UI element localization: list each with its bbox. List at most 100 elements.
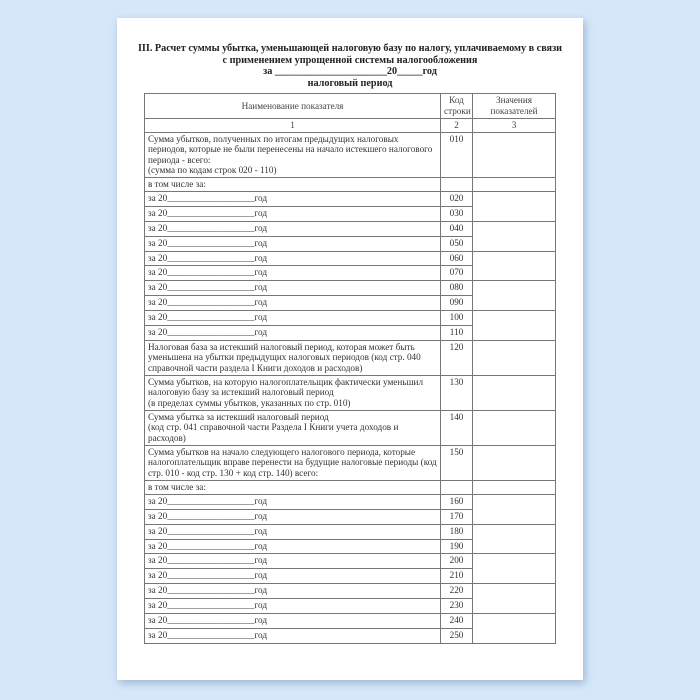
year-value-input[interactable] — [472, 220, 556, 252]
row-value-input[interactable] — [472, 374, 556, 411]
year-label: за 20___________________год — [144, 627, 441, 644]
year-row: за 20___________________год 250 — [144, 627, 556, 644]
including-label: в том числе за: — [144, 479, 441, 495]
year-label: за 20___________________год — [144, 310, 441, 326]
year-code: 030 — [440, 205, 473, 222]
year-label: за 20___________________год — [144, 250, 441, 267]
year-code: 080 — [440, 280, 473, 297]
year-row: за 20___________________год 180 — [144, 523, 556, 555]
header-name: Наименование показателя — [144, 93, 441, 119]
row-value-input[interactable] — [472, 339, 556, 376]
year-value-input[interactable] — [472, 493, 556, 525]
including-label: в том числе за: — [144, 176, 441, 192]
row-value-input[interactable] — [472, 409, 556, 446]
row-label-text: Сумма убытков на начало следующего налог… — [148, 446, 437, 479]
year-value-input[interactable] — [472, 280, 556, 312]
year-code: 190 — [440, 538, 473, 555]
year-label: за 20___________________год — [144, 553, 441, 570]
row-label: Сумма убытков, на которую налогоплательщ… — [144, 374, 441, 411]
year-label: за 20___________________год — [144, 265, 441, 282]
year-label: за 20___________________год — [144, 190, 441, 207]
row-label-note: (код стр. 041 справочной части Раздела I… — [148, 422, 399, 444]
year-label: за 20___________________год — [144, 538, 441, 555]
row-label: Налоговая база за истекший налоговый пер… — [144, 339, 441, 376]
year-row: за 20___________________год 040 — [144, 220, 556, 252]
year-row: за 20___________________год 220 — [144, 583, 556, 614]
row-label: Сумма убытков на начало следующего налог… — [144, 444, 441, 481]
year-label: за 20___________________год — [144, 613, 441, 629]
year-code: 040 — [440, 220, 473, 237]
table-row: Сумма убытков на начало следующего налог… — [144, 444, 556, 481]
year-code: 200 — [440, 553, 473, 570]
year-value-input[interactable] — [472, 523, 556, 555]
year-label: за 20___________________год — [144, 205, 441, 222]
year-code: 180 — [440, 523, 473, 540]
year-row: за 20___________________год 020 — [144, 190, 556, 222]
year-code: 060 — [440, 250, 473, 267]
year-row: за 20___________________год 060 — [144, 250, 556, 282]
title-line-1: III. Расчет суммы убытка, уменьшающей на… — [137, 43, 563, 54]
year-row: за 20___________________год 170 — [144, 508, 556, 525]
year-code: 070 — [440, 265, 473, 282]
table-row: Сумма убытка за истекший налоговый перио… — [144, 409, 556, 446]
title-period-caption: налоговый период — [307, 77, 393, 89]
year-code: 090 — [440, 295, 473, 312]
header-value: Значения показателей — [472, 93, 556, 119]
year-value-input[interactable] — [472, 583, 556, 614]
year-value-input[interactable] — [472, 613, 556, 644]
year-row: за 20___________________год 200 — [144, 553, 556, 585]
header-code: Код строки — [440, 93, 473, 119]
year-label: за 20___________________год — [144, 295, 441, 312]
year-label: за 20___________________год — [144, 280, 441, 297]
including-row: в том числе за: — [144, 479, 556, 495]
year-code: 210 — [440, 568, 473, 585]
row-label: Сумма убытков, полученных по итогам пред… — [144, 131, 441, 178]
row-value-input[interactable] — [472, 131, 556, 178]
year-row: за 20___________________год 100 — [144, 310, 556, 341]
year-label: за 20___________________год — [144, 508, 441, 525]
year-value-input[interactable] — [472, 190, 556, 222]
section-title: III. Расчет суммы убытка, уменьшающей на… — [117, 43, 583, 89]
year-row: за 20___________________год 240 — [144, 613, 556, 644]
loss-calculation-table: Наименование показателя Код строки Значе… — [144, 93, 556, 644]
year-row: за 20___________________год 160 — [144, 493, 556, 525]
year-code: 240 — [440, 613, 473, 629]
year-row: за 20___________________год 090 — [144, 295, 556, 312]
including-value-input[interactable] — [472, 479, 556, 495]
year-label: за 20___________________год — [144, 598, 441, 614]
year-value-input[interactable] — [472, 250, 556, 282]
row-label-text: Сумма убытков, полученных по итогам пред… — [148, 133, 433, 165]
year-label: за 20___________________год — [144, 220, 441, 237]
column-number-3: 3 — [472, 118, 556, 133]
year-code: 160 — [440, 493, 473, 510]
row-value-input[interactable] — [472, 444, 556, 481]
year-label: за 20___________________год — [144, 583, 441, 600]
year-value-input[interactable] — [472, 310, 556, 341]
row-code: 120 — [440, 339, 473, 376]
row-label-note: (сумма по кодам строк 020 - 110) — [148, 165, 277, 176]
row-code: 150 — [440, 444, 473, 481]
row-label: Сумма убытка за истекший налоговый перио… — [144, 409, 441, 446]
row-code: 130 — [440, 374, 473, 411]
year-code: 230 — [440, 598, 473, 614]
title-period-line: за ______________________20_____год — [263, 66, 437, 77]
table-row: Сумма убытков, полученных по итогам пред… — [144, 131, 556, 178]
title-line-2: с применением упрощенной системы налогоо… — [222, 54, 478, 66]
including-code — [440, 479, 473, 495]
year-value-input[interactable] — [472, 553, 556, 585]
document-page: III. Расчет суммы убытка, уменьшающей на… — [117, 18, 583, 680]
year-row: за 20___________________год 050 — [144, 235, 556, 252]
row-label-text: Сумма убытков, на которую налогоплательщ… — [148, 376, 424, 398]
year-code: 100 — [440, 310, 473, 326]
year-label: за 20___________________год — [144, 568, 441, 585]
year-label: за 20___________________год — [144, 235, 441, 252]
year-code: 020 — [440, 190, 473, 207]
year-label: за 20___________________год — [144, 324, 441, 341]
year-code: 250 — [440, 627, 473, 644]
row-label-text: Сумма убытка за истекший налоговый перио… — [148, 411, 329, 422]
year-code: 170 — [440, 508, 473, 525]
year-code: 050 — [440, 235, 473, 252]
including-value-input[interactable] — [472, 176, 556, 192]
column-number-1: 1 — [144, 118, 441, 133]
column-number-2: 2 — [440, 118, 473, 133]
